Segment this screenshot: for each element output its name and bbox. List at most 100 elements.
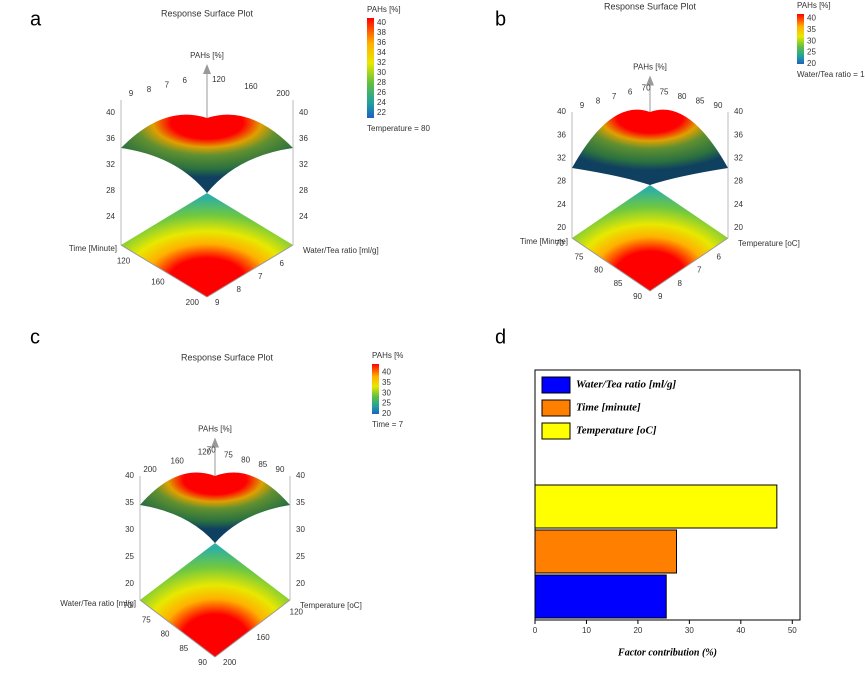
y-axis xyxy=(649,237,729,292)
colorbar-title: PAHs [%] xyxy=(797,1,831,10)
colorbar-tick-label: 34 xyxy=(377,48,386,57)
fixed-factor-note: Temperature = 80 xyxy=(367,124,430,133)
y-axis-title: Temperature [oC] xyxy=(300,601,362,610)
z-tick-label: 40 xyxy=(299,108,308,117)
z-tick-label: 20 xyxy=(125,579,134,588)
y-tick-label: 120 xyxy=(290,607,304,616)
x-axis-title: Factor contribution (%) xyxy=(617,647,717,658)
z-tick-label: 20 xyxy=(296,579,305,588)
x-tick-label: 200 xyxy=(186,298,200,307)
axis-arrow xyxy=(211,437,219,448)
y-axis-title: Temperature [oC] xyxy=(738,239,800,248)
z-tick-label: 32 xyxy=(106,160,115,169)
z-tick-label: 25 xyxy=(296,552,305,561)
y-tick-label-back: 8 xyxy=(147,85,152,94)
colorbar-tick-label: 25 xyxy=(382,399,391,408)
z-tick-label: 32 xyxy=(299,160,308,169)
y-axis xyxy=(206,244,294,298)
z-tick-label: 40 xyxy=(106,108,115,117)
colorbar-tick-label: 30 xyxy=(382,388,391,397)
x-tick-label-back: 75 xyxy=(224,450,233,459)
y-tick-label: 8 xyxy=(678,279,683,288)
x-tick-label: 50 xyxy=(788,626,797,635)
z-tick-label: 30 xyxy=(296,525,305,534)
response-surface xyxy=(140,472,290,543)
x-tick-label: 70 xyxy=(123,601,132,610)
colorbar-tick-label: 32 xyxy=(377,58,386,67)
z-axis-title: PAHs [%] xyxy=(190,51,224,60)
z-tick-label: 40 xyxy=(125,471,134,480)
z-tick-label: 28 xyxy=(299,186,308,195)
z-tick-label: 32 xyxy=(557,154,566,163)
bar xyxy=(534,574,667,619)
colorbar-tick-label: 28 xyxy=(377,78,386,87)
y-tick-label: 6 xyxy=(280,259,285,268)
x-tick-label: 160 xyxy=(151,277,165,286)
x-tick-label-back: 85 xyxy=(258,460,267,469)
colorbar-tick-label: 35 xyxy=(807,25,816,34)
y-tick-label-back: 6 xyxy=(628,88,633,97)
plot-title: Response Surface Plot xyxy=(161,8,254,18)
x-tick-label-back: 160 xyxy=(244,82,258,91)
z-tick-label: 24 xyxy=(734,200,743,209)
fixed-factor-note: Water/Tea ratio = 15 xyxy=(797,70,865,79)
colorbar-tick-label: 30 xyxy=(807,36,816,45)
colorbar-tick-label: 26 xyxy=(377,88,386,97)
z-tick-label: 20 xyxy=(557,223,566,232)
z-tick-label: 35 xyxy=(125,498,134,507)
x-tick-label: 20 xyxy=(633,626,642,635)
z-tick-label: 30 xyxy=(125,525,134,534)
colorbar-tick-label: 40 xyxy=(807,14,816,23)
panel-label: c xyxy=(30,326,40,348)
axis-arrow xyxy=(203,64,211,74)
legend-label: Temperature [oC] xyxy=(576,425,657,437)
y-tick-label-back: 200 xyxy=(143,465,157,474)
x-tick-label: 90 xyxy=(633,292,642,301)
y-tick-label: 200 xyxy=(223,658,237,667)
colorbar-tick-label: 20 xyxy=(382,409,391,418)
x-tick-label-back: 70 xyxy=(642,83,651,92)
x-axis xyxy=(120,244,208,298)
z-tick-label: 32 xyxy=(734,154,743,163)
z-axis-title: PAHs [%] xyxy=(633,63,667,72)
legend-swatch xyxy=(541,399,571,417)
bar xyxy=(534,484,778,529)
x-tick-label: 75 xyxy=(142,615,151,624)
plot-title: Response Surface Plot xyxy=(604,1,697,11)
x-tick-label: 85 xyxy=(179,644,188,653)
legend-label: Water/Tea ratio [ml/g] xyxy=(576,379,677,391)
z-tick-label: 24 xyxy=(106,212,115,221)
x-tick-label-back: 70 xyxy=(207,445,216,454)
y-tick-label-back: 120 xyxy=(198,448,212,457)
x-axis xyxy=(571,237,651,292)
z-tick-label: 36 xyxy=(106,134,115,143)
z-tick-label: 40 xyxy=(557,107,566,116)
base-surface xyxy=(121,193,293,297)
colorbar-tick-label: 20 xyxy=(807,59,816,68)
y-tick-label: 9 xyxy=(215,298,220,307)
x-tick-label-back: 120 xyxy=(212,75,226,84)
y-tick-label: 8 xyxy=(237,285,242,294)
colorbar-tick-label: 30 xyxy=(377,68,386,77)
colorbar-tick-label: 38 xyxy=(377,28,386,37)
x-axis-title: Time [Minute] xyxy=(69,244,117,253)
x-tick-label-back: 90 xyxy=(276,465,285,474)
x-tick-label-back: 80 xyxy=(678,92,687,101)
panel-label: d xyxy=(495,326,506,348)
bar xyxy=(534,529,678,574)
colorbar-title: PAHs [% xyxy=(372,351,403,360)
y-tick-label-back: 7 xyxy=(612,92,617,101)
legend-swatch xyxy=(541,376,571,394)
y-tick-label: 6 xyxy=(717,252,722,261)
z-tick-label: 35 xyxy=(296,498,305,507)
panel-label: b xyxy=(495,8,506,30)
x-axis-title: Time [Minute] xyxy=(520,237,568,246)
x-axis-title: Water/Tea ratio [ml/g] xyxy=(60,599,136,608)
x-tick-label: 0 xyxy=(533,626,538,635)
colorbar-tick-label: 35 xyxy=(382,378,391,387)
y-tick-label-back: 7 xyxy=(165,80,170,89)
colorbar-tick-label: 40 xyxy=(377,18,386,27)
x-tick-label: 75 xyxy=(575,252,584,261)
response-surface xyxy=(572,109,728,185)
